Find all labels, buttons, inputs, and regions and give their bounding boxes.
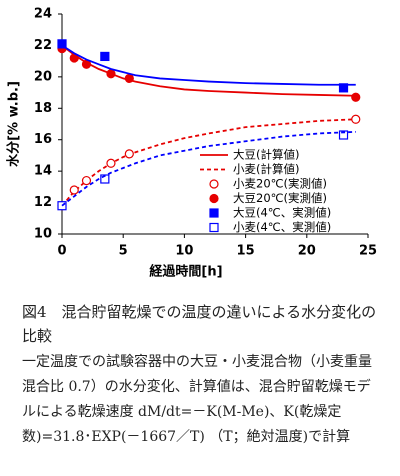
point (106, 158, 116, 168)
x-tick-label: 25 (359, 244, 377, 259)
y-tick-label: 18 (34, 101, 52, 116)
legend-label: 小麦(4℃、実測値) (233, 220, 331, 234)
point (351, 92, 361, 102)
legend-label: 小麦20℃(実測値) (233, 177, 327, 191)
x-tick-label: 0 (57, 244, 66, 259)
x-tick-label: 5 (119, 244, 128, 259)
legend-label: 小麦(計算値) (233, 162, 299, 176)
y-axis-label: 水分[% w.b.] (6, 81, 22, 167)
y-tick-label: 22 (34, 38, 52, 53)
legend-label: 大豆20℃(実測値) (233, 191, 327, 205)
point (351, 114, 361, 124)
caption-body: 一定温度での試験容器中の大豆・小麦混合物（小麦重量混合比 0.7）の水分変化、計… (22, 354, 372, 445)
point (81, 175, 92, 186)
point (338, 130, 349, 140)
y-tick-label: 16 (34, 132, 52, 147)
line (61, 44, 356, 86)
x-tick-label: 10 (175, 244, 193, 259)
legend-swatch (209, 179, 219, 189)
point (124, 73, 134, 84)
legend-label: 大豆(4℃、実測値) (233, 206, 331, 220)
y-tick-label: 20 (34, 69, 52, 84)
y-tick-label: 10 (34, 227, 52, 242)
y-tick-label: 14 (34, 164, 52, 179)
y-tick-label: 12 (34, 195, 52, 210)
point (69, 185, 79, 195)
legend-swatch (209, 193, 219, 204)
point (106, 69, 116, 79)
x-axis-label: 経過時間[h] (149, 264, 222, 280)
point (124, 149, 134, 159)
chart: 経過時間[h] 水分[% w.b.] 10 12 14 16 18 20 22 24 0 5 10 1… (6, 7, 378, 280)
line (61, 130, 356, 207)
legend-swatch (209, 222, 219, 233)
y-tick-label: 24 (34, 7, 52, 22)
x-tick-label: 20 (298, 244, 316, 259)
legend-swatch (209, 208, 219, 218)
caption-title: 図4 混合貯留乾燥での温度の違いによる水分変化の比較 (22, 303, 377, 345)
legend-label: 大豆(計算値) (233, 148, 299, 162)
point (100, 51, 110, 62)
point (57, 39, 67, 49)
x-tick-label: 15 (237, 244, 255, 259)
